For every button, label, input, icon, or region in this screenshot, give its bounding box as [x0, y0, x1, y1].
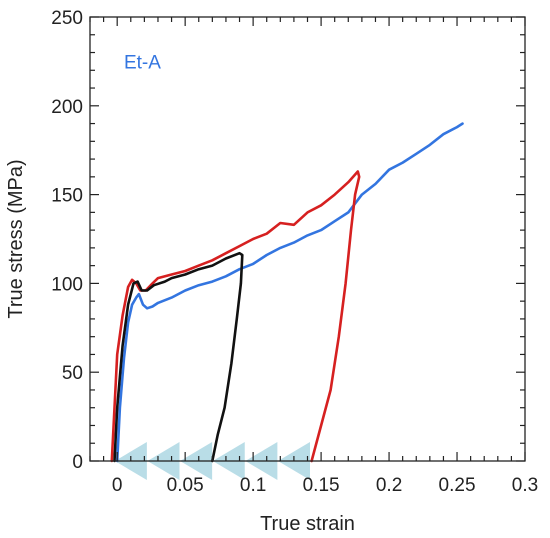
y-axis-title: True stress (MPa)	[5, 159, 27, 318]
tick-layer: 0 0.05 0.1 0.15 0.2 0.25 0.3 0 50 100 150 200 250	[51, 8, 538, 496]
series-line-2	[110, 170, 361, 463]
plot-frame	[89, 16, 526, 462]
x-tick-label: 0	[112, 475, 123, 496]
x-tick-label: 0.3	[512, 475, 538, 496]
x-tick-label: 0.25	[439, 475, 476, 496]
x-tick-label: 0.05	[167, 475, 204, 496]
annotation-label: Et-A	[124, 52, 161, 73]
x-tick-label: 0.2	[376, 475, 402, 496]
x-tick-label: 0.15	[303, 475, 340, 496]
y-tick-label: 50	[62, 363, 83, 384]
series-line-1	[115, 122, 464, 463]
x-axis-title: True strain	[260, 513, 355, 535]
y-tick-label: 250	[51, 8, 83, 29]
series-line-3	[113, 251, 244, 463]
y-tick-label: 150	[51, 186, 83, 207]
x-tick-label: 0.1	[240, 475, 266, 496]
series-layer	[110, 122, 464, 463]
y-tick-label: 200	[51, 97, 83, 118]
y-tick-label: 100	[51, 274, 83, 295]
y-tick-label: 0	[72, 452, 83, 473]
